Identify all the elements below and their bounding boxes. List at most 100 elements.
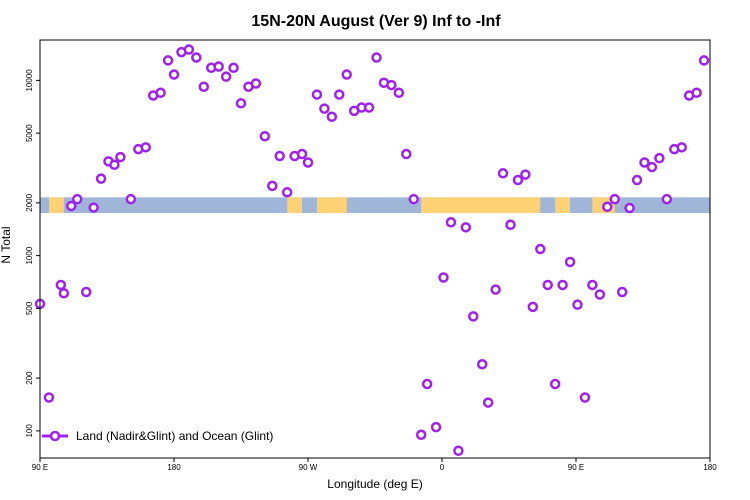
data-point bbox=[259, 130, 271, 142]
data-point bbox=[281, 186, 293, 198]
land-patch bbox=[287, 197, 303, 214]
data-point bbox=[140, 142, 151, 153]
data-point bbox=[445, 217, 457, 228]
data-point bbox=[557, 279, 568, 291]
x-tick-label: 180 bbox=[703, 463, 717, 472]
data-point bbox=[430, 421, 442, 433]
data-point bbox=[88, 202, 99, 213]
data-point bbox=[527, 301, 539, 313]
data-point bbox=[183, 44, 195, 55]
data-point bbox=[639, 157, 650, 168]
data-point bbox=[58, 287, 70, 299]
data-point bbox=[482, 397, 494, 408]
data-point bbox=[421, 378, 433, 390]
data-point bbox=[220, 71, 232, 82]
data-point bbox=[698, 55, 710, 66]
x-tick-label: 0 bbox=[440, 463, 445, 472]
data-point bbox=[579, 392, 591, 403]
data-point bbox=[168, 69, 180, 80]
data-point bbox=[587, 279, 598, 291]
data-point bbox=[162, 55, 174, 66]
data-point bbox=[393, 87, 405, 99]
data-point bbox=[453, 445, 464, 456]
y-tick-label: 10000 bbox=[25, 69, 34, 92]
x-tick-label: 180 bbox=[167, 463, 181, 472]
data-point bbox=[497, 168, 509, 179]
data-point bbox=[371, 52, 382, 63]
legend-entry-label: Land (Nadir&Glint) and Ocean (Glint) bbox=[76, 429, 273, 443]
data-point bbox=[250, 78, 262, 89]
data-point bbox=[341, 69, 352, 80]
data-point bbox=[602, 201, 613, 213]
data-point bbox=[386, 79, 397, 91]
data-point bbox=[609, 193, 620, 205]
land-patch bbox=[555, 197, 571, 214]
ocean-band bbox=[40, 197, 710, 214]
data-point bbox=[334, 89, 345, 100]
data-point bbox=[490, 284, 501, 295]
data-point bbox=[228, 62, 239, 74]
data-point bbox=[213, 61, 224, 72]
data-point bbox=[363, 102, 375, 113]
data-point bbox=[542, 279, 553, 291]
y-tick-label: 200 bbox=[25, 371, 34, 385]
data-point bbox=[267, 180, 278, 192]
data-point bbox=[654, 152, 665, 164]
data-point bbox=[438, 272, 449, 283]
x-axis-label: Longitude (deg E) bbox=[327, 477, 422, 491]
data-point bbox=[415, 429, 427, 441]
x-tick-label: 90 W bbox=[299, 463, 318, 472]
data-point bbox=[43, 392, 55, 403]
data-point bbox=[401, 148, 412, 160]
data-point bbox=[191, 52, 202, 63]
data-point bbox=[274, 150, 285, 162]
data-points bbox=[34, 44, 710, 456]
data-point bbox=[468, 311, 479, 322]
data-point bbox=[476, 358, 488, 370]
data-point bbox=[71, 193, 83, 205]
y-tick-label: 1000 bbox=[25, 246, 34, 264]
x-axis-ticks: 90 E 180 90 W 0 90 E 180 bbox=[32, 458, 717, 472]
y-tick-label: 2000 bbox=[25, 193, 34, 211]
data-point bbox=[691, 87, 702, 99]
data-point bbox=[594, 289, 606, 300]
plot-frame bbox=[39, 39, 711, 459]
data-point bbox=[125, 193, 137, 205]
legend-marker-swatch bbox=[49, 430, 61, 442]
data-point bbox=[302, 157, 314, 168]
data-point bbox=[296, 148, 308, 160]
land-patch bbox=[421, 197, 541, 214]
data-point bbox=[95, 173, 107, 184]
data-point bbox=[115, 151, 126, 163]
data-point bbox=[549, 378, 561, 390]
data-point bbox=[631, 174, 643, 186]
data-point bbox=[520, 169, 531, 180]
data-point bbox=[319, 103, 330, 114]
data-point bbox=[624, 202, 635, 214]
land-patch bbox=[316, 197, 347, 214]
data-point bbox=[408, 193, 419, 205]
legend: Land (Nadir&Glint) and Ocean (Glint) bbox=[42, 429, 273, 443]
data-point bbox=[80, 286, 92, 298]
data-point bbox=[676, 142, 687, 153]
chart-title: 15N-20N August (Ver 9) Inf to -Inf bbox=[251, 13, 501, 30]
data-point bbox=[155, 87, 166, 99]
data-point bbox=[572, 299, 583, 310]
data-point bbox=[646, 161, 658, 173]
data-point bbox=[460, 222, 472, 233]
y-axis-ticks: 100 200 500 1000 2000 5000 10000 bbox=[25, 69, 40, 438]
land-patch bbox=[48, 197, 64, 214]
y-axis-label: N Total bbox=[0, 226, 13, 263]
x-tick-label: 90 E bbox=[568, 463, 584, 472]
y-tick-label: 500 bbox=[25, 301, 34, 315]
y-tick-label: 100 bbox=[25, 424, 34, 438]
data-point bbox=[564, 256, 576, 268]
data-point bbox=[512, 174, 524, 186]
x-tick-label: 90 E bbox=[32, 463, 48, 472]
data-point bbox=[535, 243, 546, 255]
y-tick-label: 5000 bbox=[25, 124, 34, 142]
data-point bbox=[109, 159, 120, 171]
data-point bbox=[616, 286, 628, 298]
data-point bbox=[311, 89, 323, 100]
